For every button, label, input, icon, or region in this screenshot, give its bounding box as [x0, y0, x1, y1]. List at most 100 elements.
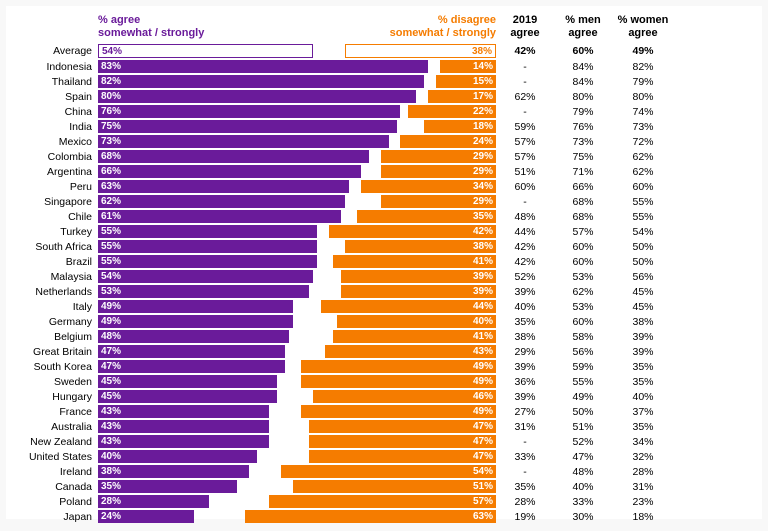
- agree-bar: 63%: [98, 180, 349, 193]
- bar-area: 43%47%: [98, 435, 496, 448]
- disagree-bar: 18%: [424, 120, 496, 133]
- col-women: 35%: [612, 421, 674, 433]
- col-women: 73%: [612, 121, 674, 133]
- header-women: % womenagree: [612, 14, 674, 39]
- country-label: China: [16, 106, 98, 118]
- disagree-bar: 15%: [436, 75, 496, 88]
- data-row: South Korea47%49%39%59%35%: [16, 359, 752, 374]
- col-2019: 38%: [496, 331, 554, 343]
- data-row: Canada35%51%35%40%31%: [16, 479, 752, 494]
- bar-area: 47%49%: [98, 360, 496, 373]
- agree-bar: 82%: [98, 75, 424, 88]
- country-label: Italy: [16, 301, 98, 313]
- col-women: 39%: [612, 331, 674, 343]
- col-women: 56%: [612, 271, 674, 283]
- data-row: Belgium48%41%38%58%39%: [16, 329, 752, 344]
- bar-area: 45%49%: [98, 375, 496, 388]
- bar-area: 43%47%: [98, 420, 496, 433]
- col-2019: 39%: [496, 361, 554, 373]
- agree-bar: 40%: [98, 450, 257, 463]
- col-2019: 33%: [496, 451, 554, 463]
- disagree-bar: 47%: [309, 450, 496, 463]
- col-women: 40%: [612, 391, 674, 403]
- data-row: Australia43%47%31%51%35%: [16, 419, 752, 434]
- country-label: Netherlands: [16, 286, 98, 298]
- col-2019: 19%: [496, 511, 554, 523]
- col-men: 66%: [554, 181, 612, 193]
- data-row: Poland28%57%28%33%23%: [16, 494, 752, 509]
- col-2019: -: [496, 196, 554, 208]
- data-row: Hungary45%46%39%49%40%: [16, 389, 752, 404]
- col-men: 30%: [554, 511, 612, 523]
- data-row: Japan24%63%19%30%18%: [16, 509, 752, 524]
- bar-area: 49%44%: [98, 300, 496, 313]
- country-label: Japan: [16, 511, 98, 523]
- country-label: Germany: [16, 316, 98, 328]
- agree-bar: 76%: [98, 105, 400, 118]
- bar-area: 55%41%: [98, 255, 496, 268]
- disagree-bar: 49%: [301, 405, 496, 418]
- data-rows: Average54%38%42%60%49%Indonesia83%14%-84…: [16, 43, 752, 524]
- country-label: Singapore: [16, 196, 98, 208]
- col-men: 60%: [554, 316, 612, 328]
- country-label: Malaysia: [16, 271, 98, 283]
- bar-area: 40% 47%: [98, 450, 496, 463]
- col-2019: 39%: [496, 391, 554, 403]
- col-women: 18%: [612, 511, 674, 523]
- data-row: Average54%38%42%60%49%: [16, 43, 752, 59]
- country-label: United States: [16, 451, 98, 463]
- header-agree: % agreesomewhat / strongly: [98, 14, 297, 39]
- col-2019: -: [496, 466, 554, 478]
- disagree-bar: 29%: [381, 150, 496, 163]
- country-label: Sweden: [16, 376, 98, 388]
- agree-bar: 55%: [98, 240, 317, 253]
- data-row: Mexico73%24%57%73%72%: [16, 134, 752, 149]
- data-row: Great Britain47%43%29%56%39%: [16, 344, 752, 359]
- country-label: South Africa: [16, 241, 98, 253]
- country-label: Colombia: [16, 151, 98, 163]
- country-label: Ireland: [16, 466, 98, 478]
- bar-area: 49%40%: [98, 315, 496, 328]
- disagree-bar: 17%: [428, 90, 496, 103]
- disagree-bar: 44%: [321, 300, 496, 313]
- data-row: Chile61%35%48%68%55%: [16, 209, 752, 224]
- col-2019: 35%: [496, 316, 554, 328]
- col-women: 34%: [612, 436, 674, 448]
- col-men: 68%: [554, 196, 612, 208]
- col-2019: 59%: [496, 121, 554, 133]
- agree-bar: 38%: [98, 465, 249, 478]
- data-row: United States40%47%33%47%32%: [16, 449, 752, 464]
- data-row: Italy49%44%40%53%45%: [16, 299, 752, 314]
- bar-area: 48% 41%: [98, 330, 496, 343]
- col-2019: -: [496, 76, 554, 88]
- col-women: 55%: [612, 196, 674, 208]
- col-men: 84%: [554, 61, 612, 73]
- agree-bar: 54%: [98, 270, 313, 283]
- col-men: 47%: [554, 451, 612, 463]
- bar-area: 62%29%: [98, 195, 496, 208]
- disagree-bar: 35%: [357, 210, 496, 223]
- agree-bar: 54%: [98, 44, 313, 58]
- col-2019: -: [496, 61, 554, 73]
- country-label: Poland: [16, 496, 98, 508]
- country-label: Indonesia: [16, 61, 98, 73]
- data-row: Sweden45%49%36%55%35%: [16, 374, 752, 389]
- country-label: India: [16, 121, 98, 133]
- agree-bar: 62%: [98, 195, 345, 208]
- col-women: 72%: [612, 136, 674, 148]
- bar-area: 35%51%: [98, 480, 496, 493]
- data-row: Malaysia54%39%52%53%56%: [16, 269, 752, 284]
- country-label: Mexico: [16, 136, 98, 148]
- header-row: % agreesomewhat / strongly % disagreesom…: [16, 14, 752, 39]
- agree-bar: 48%: [98, 330, 289, 343]
- country-label: South Korea: [16, 361, 98, 373]
- data-row: Argentina66%29%51%71%62%: [16, 164, 752, 179]
- disagree-bar: 41%: [333, 330, 496, 343]
- disagree-bar: 29%: [381, 165, 496, 178]
- col-men: 49%: [554, 391, 612, 403]
- col-men: 48%: [554, 466, 612, 478]
- header-bar-labels: % agreesomewhat / strongly % disagreesom…: [98, 14, 496, 39]
- col-women: 39%: [612, 346, 674, 358]
- bar-area: 63%34%: [98, 180, 496, 193]
- data-row: South Africa55%38%42%60%50%: [16, 239, 752, 254]
